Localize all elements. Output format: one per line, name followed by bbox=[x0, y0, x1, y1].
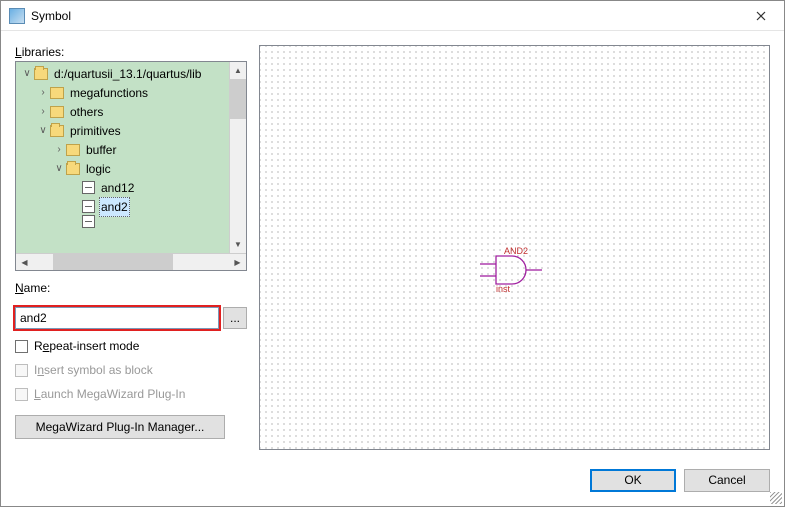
folder-icon bbox=[66, 144, 80, 156]
tree-label: and2 bbox=[99, 197, 130, 217]
checkbox-icon bbox=[15, 364, 28, 377]
libraries-tree[interactable]: ∨d:/quartusii_13.1/quartus/lib›megafunct… bbox=[15, 61, 247, 271]
titlebar: Symbol bbox=[1, 1, 784, 31]
launch-wizard-checkbox: Launch MegaWizard Plug-In bbox=[15, 387, 247, 401]
folder-open-icon bbox=[50, 125, 64, 137]
insert-block-checkbox: Insert symbol as block bbox=[15, 363, 247, 377]
checkbox-icon bbox=[15, 340, 28, 353]
tree-item[interactable]: ∨ primitives bbox=[16, 121, 229, 140]
name-input-wrap bbox=[15, 307, 219, 329]
scroll-right[interactable]: ▶ bbox=[229, 254, 246, 270]
and2-symbol: AND2 inst bbox=[480, 246, 550, 297]
close-icon bbox=[756, 11, 766, 21]
close-button[interactable] bbox=[738, 1, 784, 31]
tree-item[interactable] bbox=[16, 216, 229, 226]
launch-label: Launch MegaWizard Plug-In bbox=[34, 387, 185, 401]
libraries-label: Libraries: bbox=[15, 45, 247, 59]
symbol-top-label: AND2 bbox=[504, 246, 528, 256]
name-input[interactable] bbox=[15, 307, 219, 329]
tree-label: megafunctions bbox=[68, 84, 150, 102]
expander-icon[interactable]: › bbox=[36, 103, 50, 121]
repeat-insert-checkbox[interactable]: Repeat-insert mode bbox=[15, 339, 247, 353]
app-icon bbox=[9, 8, 25, 24]
cancel-button[interactable]: Cancel bbox=[684, 469, 770, 492]
hscroll-thumb[interactable] bbox=[53, 254, 173, 270]
tree-item[interactable]: and12 bbox=[16, 178, 229, 197]
checkbox-icon bbox=[15, 388, 28, 401]
tree-label: logic bbox=[84, 160, 113, 178]
tree-item[interactable]: › megafunctions bbox=[16, 83, 229, 102]
tree-label: buffer bbox=[84, 141, 118, 159]
folder-icon bbox=[50, 106, 64, 118]
symbol-icon bbox=[82, 215, 95, 228]
browse-button[interactable]: ... bbox=[223, 307, 247, 329]
dialog-body: Libraries: ∨ d:/quartusii_13.1/quartus/li… bbox=[1, 31, 784, 464]
tree-label: primitives bbox=[68, 122, 123, 140]
expander-icon[interactable]: ∨ bbox=[20, 65, 34, 83]
insert-label: Insert symbol as block bbox=[34, 363, 153, 377]
symbol-icon bbox=[82, 181, 95, 194]
vscroll-thumb[interactable] bbox=[230, 79, 246, 119]
vscrollbar[interactable]: ▲ ▼ bbox=[229, 62, 246, 253]
expander-icon[interactable]: › bbox=[52, 141, 66, 159]
ok-button[interactable]: OK bbox=[590, 469, 676, 492]
symbol-preview[interactable]: AND2 inst bbox=[259, 45, 770, 450]
folder-icon bbox=[50, 87, 64, 99]
window-title: Symbol bbox=[31, 9, 738, 23]
resize-grip[interactable] bbox=[770, 492, 782, 504]
tree-item[interactable]: ∨ d:/quartusii_13.1/quartus/lib bbox=[16, 64, 229, 83]
tree-label: d:/quartusii_13.1/quartus/lib bbox=[52, 65, 203, 83]
tree-label: and12 bbox=[99, 179, 136, 197]
hscrollbar[interactable]: ◀ ▶ bbox=[16, 253, 246, 270]
left-panel: Libraries: ∨ d:/quartusii_13.1/quartus/li… bbox=[15, 45, 247, 450]
folder-open-icon bbox=[34, 68, 48, 80]
megawizard-button[interactable]: MegaWizard Plug-In Manager... bbox=[15, 415, 225, 439]
symbol-bottom-label: inst bbox=[496, 284, 511, 294]
folder-open-icon bbox=[66, 163, 80, 175]
tree-item[interactable]: and2 bbox=[16, 197, 229, 216]
tree-label: others bbox=[68, 103, 105, 121]
tree-item[interactable]: › buffer bbox=[16, 140, 229, 159]
repeat-label: Repeat-insert mode bbox=[34, 339, 139, 353]
tree-item[interactable]: › others bbox=[16, 102, 229, 121]
scroll-left[interactable]: ◀ bbox=[16, 254, 33, 270]
expander-icon[interactable]: ∨ bbox=[52, 160, 66, 178]
expander-icon[interactable]: ∨ bbox=[36, 122, 50, 140]
name-label: Name: bbox=[15, 281, 247, 295]
dialog-footer: OK Cancel bbox=[1, 464, 784, 506]
expander-icon[interactable]: › bbox=[36, 84, 50, 102]
scroll-up[interactable]: ▲ bbox=[230, 62, 246, 79]
dialog-window: Symbol Libraries: ∨ d:/quartusii_13.1/qua… bbox=[0, 0, 785, 507]
symbol-icon bbox=[82, 200, 95, 213]
tree-item[interactable]: ∨ logic bbox=[16, 159, 229, 178]
scroll-down[interactable]: ▼ bbox=[230, 236, 246, 253]
